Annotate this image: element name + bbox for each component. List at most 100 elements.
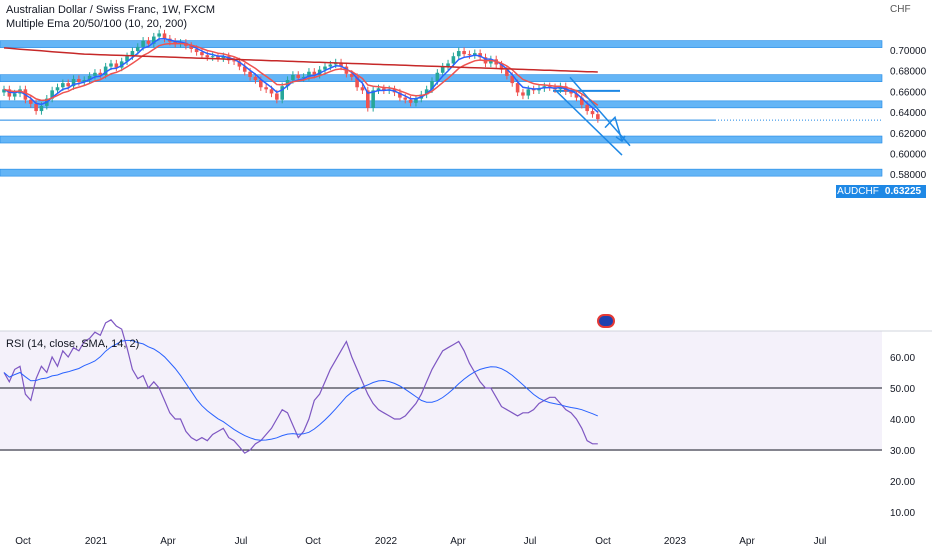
candle-body [152, 36, 156, 44]
candle-body [296, 74, 301, 78]
candle-body [435, 72, 440, 82]
candle-body [467, 54, 472, 56]
candle-body [50, 90, 54, 99]
candle-body [382, 88, 386, 91]
candle-body [424, 89, 429, 95]
candle-body [157, 33, 161, 37]
candle-body [398, 92, 402, 98]
candle-body [12, 93, 17, 97]
candle-body [301, 76, 306, 78]
rsi-axis-tick: 40.00 [890, 415, 915, 426]
candle-body [141, 40, 145, 47]
time-axis-tick: Oct [305, 536, 321, 547]
candle-body [28, 99, 33, 104]
candle-body [569, 91, 573, 94]
candle-body [189, 45, 194, 49]
indicator-label: Multiple Ema 20/50/100 (10, 20, 200) [6, 18, 188, 30]
candle-body [34, 103, 38, 112]
time-axis-tick: Jul [524, 536, 537, 547]
candle-body [114, 63, 119, 68]
candle-body [473, 53, 477, 56]
price-axis-tick: 0.60000 [890, 150, 927, 161]
candle-body [408, 99, 413, 103]
projection-arrow-head [615, 135, 626, 143]
chart-title: Australian Dollar / Swiss Franc, 1W, FXC… [6, 4, 216, 16]
rsi-axis-tick: 60.00 [890, 353, 915, 364]
economic-event-flag-icon[interactable] [597, 314, 615, 328]
candle-body [119, 61, 124, 68]
candle-body [499, 64, 504, 70]
price-axis-tick: 0.64000 [890, 108, 927, 119]
time-axis-tick: Jul [235, 536, 248, 547]
candle-body [307, 71, 311, 77]
candle-body [205, 55, 210, 58]
candle-body [216, 56, 220, 59]
projection-arrow [604, 115, 623, 142]
rsi-axis-tick: 50.00 [890, 384, 915, 395]
candle-body [2, 89, 6, 93]
candle-body [109, 63, 113, 67]
candle-body [574, 93, 579, 98]
candle-body [93, 72, 97, 76]
candle-body [547, 86, 552, 88]
candle-body [531, 89, 536, 91]
currency-label: CHF [890, 4, 911, 15]
candle-body [440, 66, 445, 73]
candle-body [366, 90, 370, 108]
candle-body [355, 76, 359, 88]
candle-body [510, 75, 515, 84]
ema-20-line [3, 42, 599, 106]
last-price-tag: 0.63225 [880, 185, 926, 198]
candle-body [210, 56, 215, 58]
candle-body [328, 64, 333, 67]
candle-body [430, 81, 434, 90]
candle-body [55, 87, 60, 91]
candle-body [71, 78, 76, 87]
candle-body [505, 69, 509, 76]
candle-body [130, 51, 135, 57]
candle-body [200, 52, 204, 56]
candle-body [403, 97, 408, 100]
candle-body [526, 89, 531, 96]
candle-body [323, 66, 327, 70]
candle-body [451, 56, 456, 64]
rsi-sma-line [3, 339, 598, 441]
candle-body [515, 83, 520, 93]
candle-body [259, 80, 263, 88]
candle-body [242, 66, 247, 72]
price-axis-tick: 0.70000 [890, 46, 927, 57]
rsi-axis-tick: 10.00 [890, 508, 915, 519]
time-axis-tick: Oct [15, 536, 31, 547]
candle-body [162, 33, 167, 39]
time-axis-tick: Apr [450, 536, 466, 547]
time-axis-tick: Apr [160, 536, 176, 547]
candle-body [478, 53, 482, 58]
price-axis-tick: 0.58000 [890, 170, 927, 181]
candle-body [125, 56, 129, 62]
candle-body [585, 104, 589, 112]
candle-body [590, 111, 595, 115]
candle-body [87, 75, 92, 81]
candle-body [264, 87, 268, 90]
candle-body [135, 46, 140, 52]
rsi-axis-tick: 30.00 [890, 446, 915, 457]
candle-body [103, 66, 108, 75]
candle-body [489, 59, 493, 64]
candle-body [280, 86, 284, 100]
price-axis-tick: 0.66000 [890, 87, 927, 98]
candle-body [248, 71, 252, 77]
candle-body [221, 56, 226, 59]
candle-body [580, 97, 584, 105]
time-axis-tick: Apr [739, 536, 755, 547]
channel-lower-line [554, 89, 623, 156]
time-axis-tick: 2022 [375, 536, 398, 547]
candle-body [77, 78, 81, 83]
candle-body [446, 63, 450, 67]
candle-body [312, 71, 317, 75]
candle-body [275, 93, 279, 100]
candle-body [317, 69, 322, 75]
candle-body [253, 76, 258, 81]
candle-body [456, 51, 461, 57]
time-axis-tick: 2021 [85, 536, 108, 547]
